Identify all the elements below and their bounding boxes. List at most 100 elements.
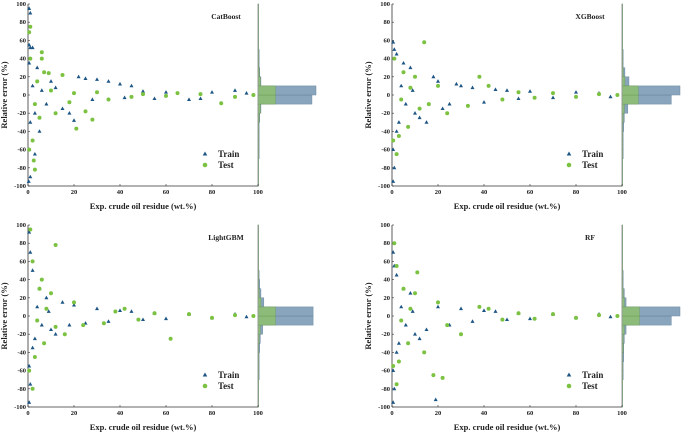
test-point xyxy=(37,115,42,120)
y-tick-label: 60 xyxy=(384,37,391,44)
train-point xyxy=(28,382,33,386)
x-tick-label: 100 xyxy=(253,410,263,417)
test-point xyxy=(187,312,191,317)
test-point xyxy=(32,354,37,359)
train-point xyxy=(433,397,438,402)
legend-train-marker xyxy=(566,372,572,377)
x-tick-label: 40 xyxy=(481,189,488,196)
train-point xyxy=(403,101,408,106)
train-point xyxy=(528,316,532,321)
test-point xyxy=(394,263,399,268)
histogram-bar-test xyxy=(621,85,639,96)
test-point xyxy=(168,336,173,341)
test-point xyxy=(431,373,436,378)
train-point xyxy=(106,319,111,323)
train-point xyxy=(44,101,49,106)
train-point xyxy=(391,147,396,151)
test-point xyxy=(175,91,180,96)
train-point xyxy=(83,76,88,81)
test-point xyxy=(152,311,157,316)
train-point xyxy=(27,363,32,368)
test-point xyxy=(396,359,401,364)
train-point xyxy=(233,88,237,92)
test-point xyxy=(486,83,491,88)
y-tick-label: 80 xyxy=(384,240,391,247)
legend-test-marker xyxy=(202,162,208,168)
test-point xyxy=(401,286,406,291)
test-point xyxy=(90,117,95,122)
test-point xyxy=(551,312,555,317)
test-point xyxy=(413,74,417,79)
train-point xyxy=(401,60,406,65)
train-point xyxy=(122,95,127,100)
y-tick-label: -80 xyxy=(381,165,390,172)
test-point xyxy=(95,90,99,95)
test-point xyxy=(440,375,445,380)
test-point xyxy=(417,106,422,111)
legend-test-label: Test xyxy=(582,160,598,170)
test-point xyxy=(39,56,44,61)
y-tick-label: -20 xyxy=(381,110,390,117)
y-tick-label: 20 xyxy=(20,74,27,81)
train-point xyxy=(28,10,33,15)
train-point xyxy=(53,332,58,336)
train-point xyxy=(60,300,65,304)
test-point xyxy=(72,91,76,96)
train-point xyxy=(431,74,436,79)
test-point xyxy=(42,70,47,75)
x-tick-label: 100 xyxy=(617,189,627,196)
y-tick-label: 20 xyxy=(384,74,391,81)
test-point xyxy=(136,317,141,322)
histogram-bar-test xyxy=(257,297,262,308)
y-tick-label: -100 xyxy=(14,183,26,190)
test-point xyxy=(574,94,578,99)
train-point xyxy=(210,90,214,94)
y-tick-label: 80 xyxy=(384,19,391,26)
legend-test-marker xyxy=(202,383,208,389)
test-point xyxy=(408,85,413,90)
test-point xyxy=(113,309,118,314)
x-tick-label: 60 xyxy=(163,189,170,196)
train-point xyxy=(27,400,32,404)
test-point xyxy=(67,100,72,105)
x-tick-label: 80 xyxy=(209,410,216,417)
histogram-bar-test xyxy=(257,94,276,105)
test-point xyxy=(422,40,427,45)
y-tick-label: 100 xyxy=(16,1,26,8)
test-point xyxy=(500,317,505,322)
test-point xyxy=(394,152,399,157)
legend-test-label: Test xyxy=(218,160,234,170)
test-point xyxy=(72,300,76,305)
train-point xyxy=(408,65,413,70)
train-point xyxy=(30,45,35,50)
train-point xyxy=(27,60,32,65)
y-tick-label: 20 xyxy=(384,295,391,302)
test-point xyxy=(532,95,537,100)
train-point xyxy=(410,88,415,92)
train-point xyxy=(129,309,134,313)
train-point xyxy=(394,350,399,354)
panel-title: LightGBM xyxy=(208,233,243,242)
train-point xyxy=(118,308,122,312)
train-point xyxy=(49,327,53,332)
y-tick-label: 80 xyxy=(20,19,27,26)
test-point xyxy=(415,270,420,275)
test-point xyxy=(436,300,440,305)
test-point xyxy=(74,126,79,131)
x-tick-label: 0 xyxy=(390,410,393,417)
test-point xyxy=(30,259,35,264)
train-point xyxy=(67,322,72,327)
train-point xyxy=(187,97,191,101)
test-point xyxy=(597,92,601,97)
y-tick-label: -40 xyxy=(17,349,26,356)
test-point xyxy=(615,93,620,97)
train-point xyxy=(482,308,486,312)
test-point xyxy=(391,138,396,143)
train-point xyxy=(32,111,37,115)
test-point xyxy=(436,83,440,88)
train-point xyxy=(67,111,72,115)
y-tick-label: 40 xyxy=(20,277,27,284)
